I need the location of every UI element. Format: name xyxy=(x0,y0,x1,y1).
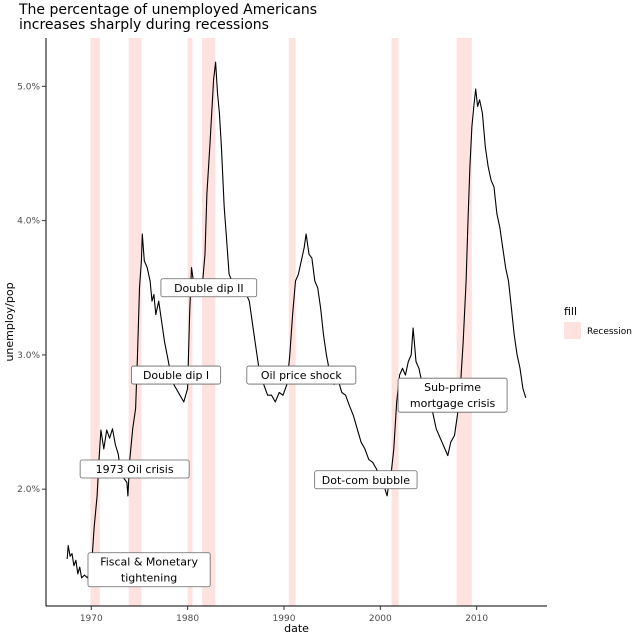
y-tick-label: 5.0% xyxy=(17,82,40,92)
line-series xyxy=(66,61,527,579)
annotation-box xyxy=(397,377,508,413)
y-axis-label: unemploy/pop xyxy=(3,282,16,361)
recession-band xyxy=(202,38,216,606)
annotation-label: Double dip I xyxy=(143,369,209,382)
annotation-box xyxy=(246,365,357,385)
annotation: Oil price shock xyxy=(246,365,357,385)
recession-band xyxy=(187,38,193,606)
x-axis-label: date xyxy=(284,622,309,635)
annotation: Double dip II xyxy=(160,278,258,298)
x-tick-label: 1990 xyxy=(273,614,296,624)
x-tick-label: 2010 xyxy=(465,614,488,624)
annotation: 1973 Oil crisis xyxy=(79,459,190,479)
x-tick-label: 1970 xyxy=(80,614,103,624)
annotation-box xyxy=(79,459,190,479)
annotation-label: tightening xyxy=(121,572,177,585)
annotation-box xyxy=(131,365,222,385)
annotation-box xyxy=(87,552,211,588)
chart-title: The percentage of unemployed Americans i… xyxy=(19,2,318,33)
axes: 1970 1980 1990 2000 2010 2.0% 3.0% 4.0% 5.0% date… xyxy=(3,38,547,635)
recession-band xyxy=(90,38,100,606)
legend-label: Recession xyxy=(587,327,632,337)
x-tick-label: 1980 xyxy=(176,614,199,624)
y-tick-label: 3.0% xyxy=(17,351,40,361)
recession-band xyxy=(391,38,399,606)
annotation: Double dip I xyxy=(131,365,222,385)
annotation-label: Dot-com bubble xyxy=(322,474,410,487)
annotation: Fiscal & Monetary tightening xyxy=(87,552,211,588)
annotation-box xyxy=(314,470,418,490)
unemployment-line xyxy=(66,61,527,579)
annotation-box xyxy=(160,278,258,298)
annotation-label: Double dip II xyxy=(174,282,243,295)
y-tick-label: 4.0% xyxy=(17,217,40,227)
annotation-label: Sub-prime xyxy=(424,381,481,394)
y-tick-label: 2.0% xyxy=(17,485,40,495)
legend-swatch xyxy=(564,322,581,339)
annotation-label: mortgage crisis xyxy=(410,397,496,410)
x-tick-label: 2000 xyxy=(369,614,392,624)
legend-title: fill xyxy=(564,305,577,318)
legend: fill Recession xyxy=(564,305,632,339)
annotation-label: Oil price shock xyxy=(261,369,343,382)
annotation-label: Fiscal & Monetary xyxy=(100,556,198,569)
annotation: Sub-prime mortgage crisis xyxy=(397,377,508,413)
annotation: Dot-com bubble xyxy=(314,470,418,490)
annotations: Fiscal & Monetary tightening 1973 Oil cris… xyxy=(79,278,508,588)
recession-bands xyxy=(90,38,472,606)
recession-band xyxy=(128,38,142,606)
annotation-label: 1973 Oil crisis xyxy=(96,463,174,476)
